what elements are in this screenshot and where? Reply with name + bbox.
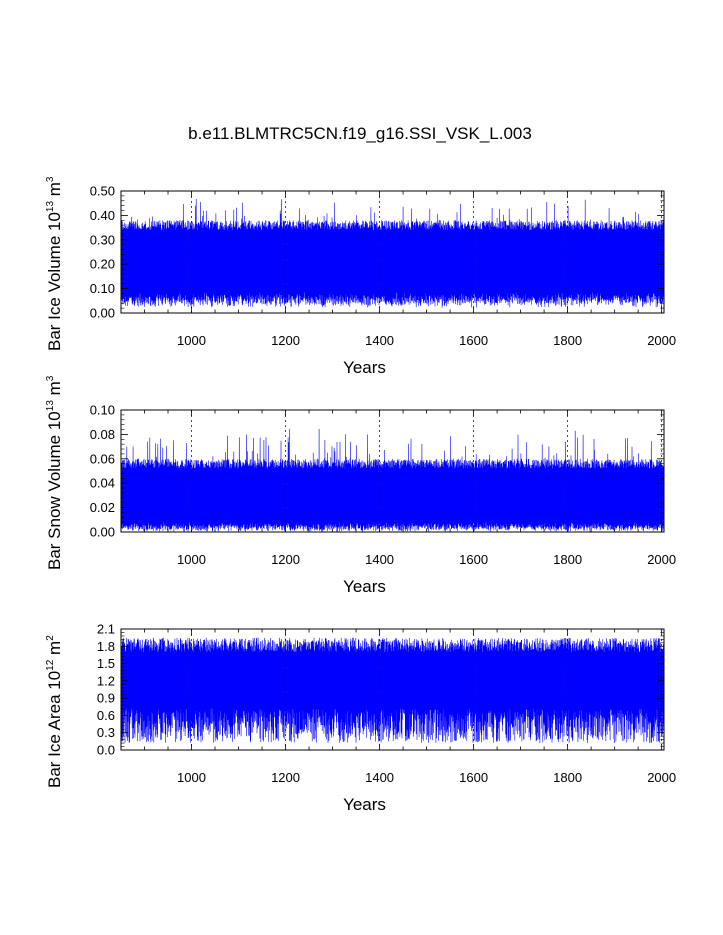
y-tick-label: 0.04: [90, 476, 115, 491]
y-axis-title: Bar Ice Area 1012 m2: [45, 635, 64, 788]
x-tick-label: 1800: [553, 333, 582, 348]
y-tick-label: 0.50: [90, 184, 115, 199]
y-tick-label: 0.02: [90, 500, 115, 515]
x-tick-label: 1000: [177, 770, 206, 785]
y-tick-label: 0.06: [90, 451, 115, 466]
y-tick-label: 0.10: [90, 403, 115, 418]
x-tick-label: 2000: [647, 770, 676, 785]
y-tick-label: 1.8: [97, 639, 115, 654]
bar-ice-volume-frame: [120, 190, 665, 314]
bar-snow-volume-series-line: [121, 428, 664, 532]
panels: 1000 1200 1400 1600 1800 20000.000.100.200.30…: [45, 176, 676, 814]
y-tick-label: 0.3: [97, 725, 115, 740]
y-tick-label: 0.00: [90, 525, 115, 540]
y-tick-label: 1.2: [97, 673, 115, 688]
y-tick-label: 1.5: [97, 656, 115, 671]
bar-snow-volume-frame: [120, 409, 665, 533]
x-tick-label: 2000: [647, 552, 676, 567]
y-tick-label: 0.0: [97, 743, 115, 758]
x-tick-label: 1000: [177, 552, 206, 567]
x-tick-label: 1200: [271, 552, 300, 567]
x-axis-title: Years: [343, 795, 386, 814]
y-tick-label: 0.10: [90, 281, 115, 296]
y-tick-label: 2.1: [97, 622, 115, 637]
x-tick-label: 1600: [459, 552, 488, 567]
bar-ice-area-frame: [120, 628, 665, 751]
x-tick-label: 1200: [271, 333, 300, 348]
bar-snow-volume-panel: 1000 1200 1400 1600 1800 2000 0.00 0.02 0.04 0.06…: [45, 375, 676, 596]
y-tick-label: 0.40: [90, 208, 115, 223]
x-axis-title: Years: [343, 577, 386, 596]
bar-ice-area-panel: 1000 1200 1400 1600 1800 2000 0.0 0.3 0.6 0.9 1.2 1…: [45, 622, 676, 815]
y-tick-label: 0.6: [97, 708, 115, 723]
x-tick-label: 1400: [365, 333, 394, 348]
chart-title: b.e11.BLMTRC5CN.f19_g16.SSI_VSK_L.003: [188, 124, 532, 143]
x-tick-label: 1600: [459, 333, 488, 348]
y-axis-title: Bar Snow Volume 1013 m3: [45, 375, 64, 570]
x-tick-label: 1800: [553, 552, 582, 567]
x-tick-label: 1800: [553, 770, 582, 785]
bar-ice-volume-series-line: [121, 198, 664, 308]
x-tick-label: 1400: [365, 552, 394, 567]
y-axis-title: Bar Ice Volume 1013 m3: [45, 176, 64, 351]
x-tick-label: 1400: [365, 770, 394, 785]
bar-ice-volume-panel: 1000 1200 1400 1600 1800 2000 0.00 0.10 0.20 0.30…: [45, 176, 676, 377]
y-tick-label: 0.20: [90, 257, 115, 272]
x-tick-label: 1000: [177, 333, 206, 348]
x-tick-label: 2000: [647, 333, 676, 348]
y-tick-label: 0.00: [90, 306, 115, 321]
x-tick-label: 1600: [459, 770, 488, 785]
x-axis-title: Years: [343, 358, 386, 377]
y-tick-label: 0.08: [90, 427, 115, 442]
bar-ice-area-series-line: [121, 637, 664, 744]
x-tick-label: 1200: [271, 770, 300, 785]
y-tick-label: 0.30: [90, 232, 115, 247]
y-tick-label: 0.9: [97, 691, 115, 706]
